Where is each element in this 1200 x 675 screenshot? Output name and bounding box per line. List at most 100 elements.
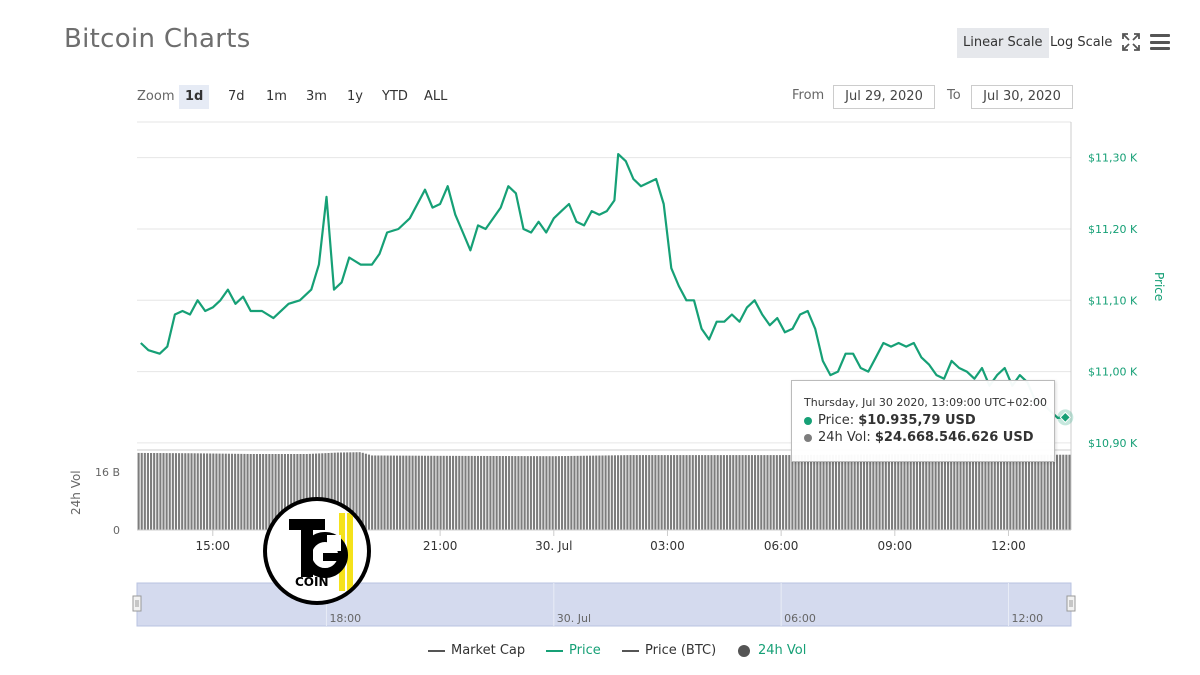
volume-bar <box>557 456 560 530</box>
volume-bar <box>570 455 573 530</box>
volume-bar <box>1034 454 1037 530</box>
volume-bar <box>234 453 237 530</box>
volume-bar <box>691 455 694 530</box>
menu-icon[interactable] <box>1150 34 1170 50</box>
volume-bar <box>732 455 735 530</box>
volume-bar <box>912 454 915 530</box>
volume-bar <box>704 455 707 530</box>
volume-bar <box>364 453 367 530</box>
volume-bar <box>174 453 178 530</box>
volume-bar <box>199 453 202 530</box>
price-tick-label: $11,30 K <box>1088 152 1138 165</box>
chart-tooltip: Thursday, Jul 30 2020, 13:09:00 UTC+02:0… <box>791 380 1055 462</box>
volume-bar <box>956 453 959 530</box>
zoom-1d-button[interactable]: 1d <box>179 85 210 109</box>
volume-bar <box>399 455 402 530</box>
volume-bar <box>1015 454 1018 530</box>
volume-bar <box>669 455 673 530</box>
volume-bar <box>430 455 433 530</box>
log-scale-button[interactable]: Log Scale <box>1050 35 1113 50</box>
volume-bar <box>813 454 816 530</box>
volume-bar <box>405 455 408 530</box>
volume-bar <box>249 453 252 530</box>
volume-bar <box>423 455 427 530</box>
volume-bar <box>1003 454 1006 530</box>
volume-bar <box>224 453 227 530</box>
volume-bar <box>996 454 999 530</box>
linear-scale-button[interactable]: Linear Scale <box>957 28 1049 58</box>
fullscreen-icon[interactable] <box>1122 33 1140 51</box>
volume-bar <box>601 455 604 530</box>
from-date-input[interactable]: Jul 29, 2020 <box>833 85 935 109</box>
volume-bar <box>797 454 800 530</box>
volume-bar <box>280 454 283 530</box>
volume-bar <box>436 455 439 530</box>
volume-bar <box>452 455 455 530</box>
tooltip-price-label: Price: <box>818 413 855 428</box>
x-tick-label: 15:00 <box>195 539 230 553</box>
volume-bar <box>539 456 542 530</box>
to-date-input[interactable]: Jul 30, 2020 <box>971 85 1073 109</box>
volume-bar <box>971 453 975 530</box>
volume-bar <box>140 452 143 530</box>
volume-bar <box>576 455 579 530</box>
volume-bar <box>349 452 352 530</box>
volume-bar <box>315 453 318 530</box>
volume-bar <box>209 453 212 530</box>
volume-bar <box>816 454 819 530</box>
volume-bar <box>1009 454 1012 530</box>
volume-bar <box>719 455 722 530</box>
logo-subtext: COIN <box>295 575 329 589</box>
navigator-handle[interactable] <box>132 595 142 612</box>
volume-bar <box>984 454 987 530</box>
volume-bar <box>654 455 657 530</box>
volume-bar <box>146 452 149 530</box>
legend-price[interactable]: Price <box>546 643 601 658</box>
volume-tick-label: 0 <box>113 524 120 537</box>
volume-bar <box>1012 454 1015 530</box>
volume-bar <box>928 454 931 530</box>
volume-bar <box>1027 454 1031 530</box>
zoom-1y-button[interactable]: 1y <box>347 89 363 104</box>
legend-price-btc[interactable]: Price (BTC) <box>622 643 716 658</box>
volume-bar <box>660 455 663 530</box>
zoom-1m-button[interactable]: 1m <box>266 89 287 104</box>
tg-coin-logo: COIN <box>263 497 371 605</box>
zoom-3m-button[interactable]: 3m <box>306 89 327 104</box>
volume-bar <box>931 454 934 530</box>
zoom-all-button[interactable]: ALL <box>424 89 448 104</box>
volume-bar <box>293 454 296 530</box>
volume-circle-icon <box>738 644 750 657</box>
volume-bar <box>374 455 377 530</box>
zoom-ytd-button[interactable]: YTD <box>382 89 408 104</box>
volume-bar <box>588 455 592 530</box>
navigator-handle[interactable] <box>1066 595 1076 612</box>
volume-bar <box>153 453 156 530</box>
volume-bar <box>1006 454 1009 530</box>
volume-bar <box>427 455 430 530</box>
volume-bar <box>838 454 841 530</box>
zoom-7d-button[interactable]: 7d <box>228 89 245 104</box>
volume-bar <box>299 454 302 530</box>
volume-bar <box>707 455 710 530</box>
price-btc-line-icon <box>622 649 639 652</box>
volume-bar <box>666 455 669 530</box>
volume-bar <box>402 455 405 530</box>
volume-bar <box>582 455 585 530</box>
volume-bar <box>1021 454 1024 530</box>
volume-bar <box>520 456 523 530</box>
legend-market-cap[interactable]: Market Cap <box>428 643 525 658</box>
volume-bar <box>819 454 822 530</box>
volume-bar <box>361 452 364 530</box>
navigator-label: 18:00 <box>329 612 361 625</box>
volume-bar <box>492 455 495 530</box>
volume-bar <box>271 454 274 530</box>
volume-bar <box>965 453 968 530</box>
volume-bar <box>380 455 383 530</box>
legend-24h-vol[interactable]: 24h Vol <box>738 643 806 658</box>
x-tick-label: 09:00 <box>878 539 913 553</box>
volume-bar <box>617 455 620 530</box>
volume-bar <box>682 455 685 530</box>
legend-price-btc-label: Price (BTC) <box>645 643 717 658</box>
